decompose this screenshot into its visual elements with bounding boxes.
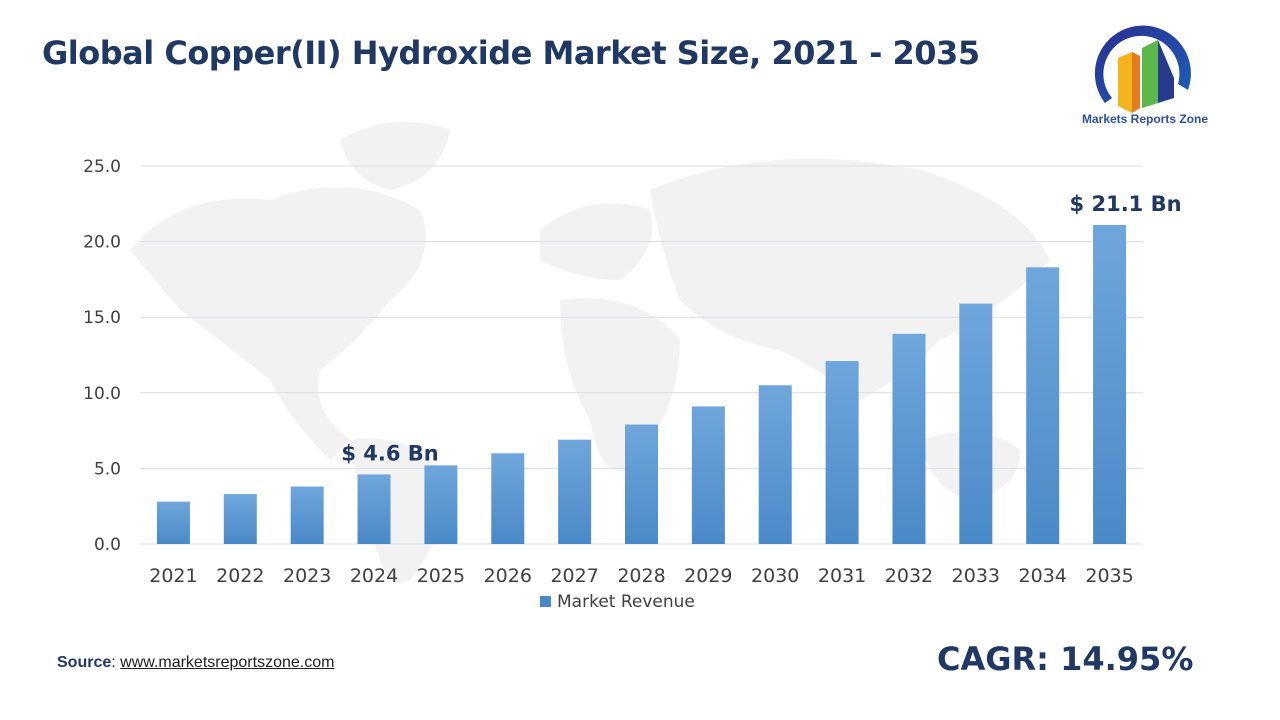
- x-tick-label: 2034: [1019, 565, 1067, 587]
- x-tick-label: 2025: [417, 565, 465, 587]
- data-label-2024: $ 4.6 Bn: [341, 441, 438, 465]
- y-tick-label: 10.0: [83, 384, 121, 404]
- y-tick-label: 5.0: [94, 459, 121, 479]
- bar-2032: [892, 333, 926, 544]
- bar-2030: [758, 385, 792, 544]
- x-tick-label: 2022: [216, 565, 264, 587]
- bar-2026: [491, 453, 525, 544]
- x-tick-label: 2032: [885, 565, 933, 587]
- logo-text: Markets Reports Zone: [1081, 112, 1209, 126]
- source-link[interactable]: www.marketsreportszone.com: [120, 654, 335, 671]
- bar-2025: [424, 465, 458, 544]
- x-tick-label: 2021: [149, 565, 197, 587]
- markets-reports-zone-logo: [1094, 25, 1191, 113]
- data-label-2035: $ 21.1 Bn: [1070, 192, 1182, 216]
- bar-2035: [1093, 224, 1127, 544]
- bar-2027: [558, 439, 592, 544]
- legend-swatch: [540, 596, 551, 607]
- bar-2028: [625, 424, 658, 544]
- bar-2029: [691, 406, 725, 544]
- x-tick-label: 2027: [550, 565, 598, 587]
- x-tick-label: 2023: [283, 565, 331, 587]
- y-tick-label: 20.0: [83, 233, 121, 253]
- x-tick-label: 2035: [1085, 565, 1133, 587]
- x-tick-label: 2033: [952, 565, 1000, 587]
- y-tick-label: 25.0: [83, 157, 121, 177]
- x-tick-label: 2031: [818, 565, 866, 587]
- bar-2034: [1026, 267, 1060, 544]
- x-tick-label: 2028: [617, 565, 665, 587]
- source-line: Source: www.marketsreportszone.com: [57, 654, 334, 672]
- cagr-value: CAGR: 14.95%: [937, 640, 1194, 678]
- x-tick-label: 2029: [684, 565, 732, 587]
- y-tick-label: 0.0: [94, 535, 121, 555]
- bar-2031: [825, 361, 859, 544]
- bar-2023: [290, 486, 324, 544]
- x-tick-label: 2030: [751, 565, 799, 587]
- source-label: Source: [57, 654, 112, 671]
- y-tick-label: 15.0: [83, 308, 121, 328]
- bar-2033: [959, 303, 993, 544]
- bar-chart: 0.0 5.0 10.0 15.0 20.0 25.0 2021 2022 2023 2024 20…: [83, 157, 1182, 612]
- x-tick-label: 2024: [350, 565, 398, 587]
- bar-2024: [357, 474, 391, 544]
- x-tick-label: 2026: [484, 565, 532, 587]
- world-map-watermark: [130, 122, 1050, 583]
- bar-2022: [223, 494, 257, 544]
- chart-title: Global Copper(II) Hydroxide Market Size,…: [42, 34, 980, 72]
- bar-2021: [156, 501, 190, 544]
- legend-label: Market Revenue: [557, 592, 695, 612]
- source-separator: :: [111, 654, 121, 671]
